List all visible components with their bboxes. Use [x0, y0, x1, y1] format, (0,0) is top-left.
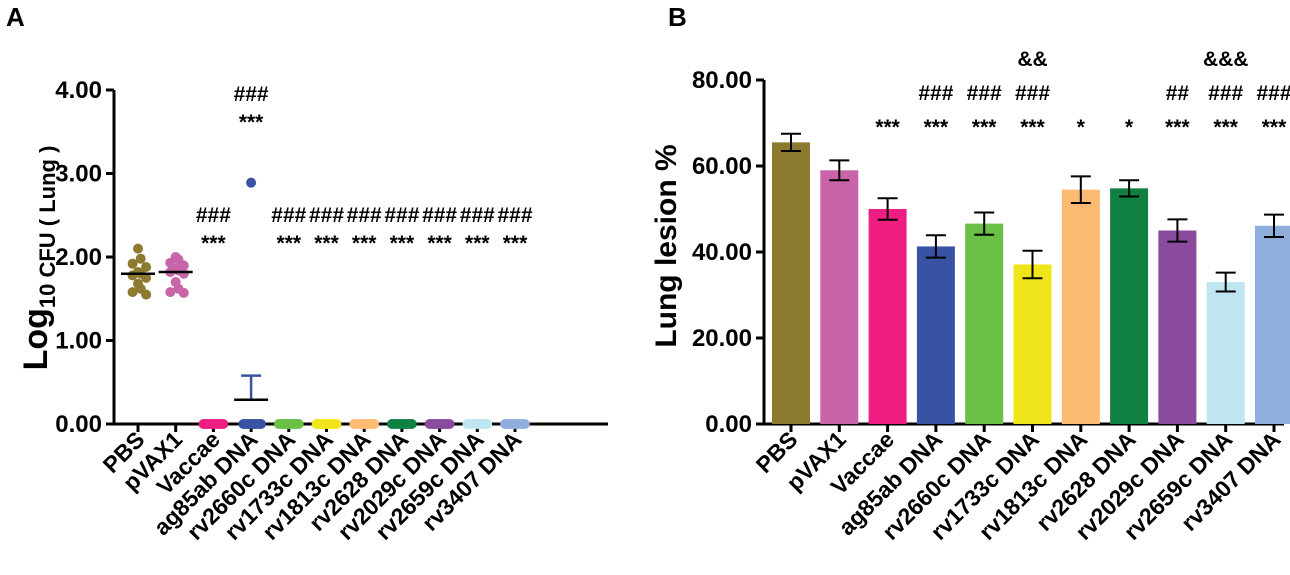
panel-a-significance-label: ###	[384, 204, 419, 227]
panel-b-lung-lesion-chart: B Lung lesion % 0.00 20.00 40.00 60.00 80.00…	[650, 2, 1290, 545]
panel-a-significance-label: ###	[497, 204, 532, 227]
panel-b-significance-label: ***	[924, 116, 949, 139]
panel-b-y-tick-label: 20.00	[692, 325, 752, 352]
panel-a-data-point	[178, 287, 189, 298]
panel-a-significance-label: ###	[422, 204, 457, 227]
panel-b-significance-label: ***	[875, 116, 900, 139]
panel-b-bar	[868, 209, 907, 424]
panel-b-significance-label: &&	[1017, 48, 1047, 71]
panel-a-significance-label: ***	[314, 232, 339, 255]
panel-b-y-tick-label: 0.00	[705, 411, 752, 438]
panel-b-bar	[820, 170, 859, 424]
panel-a-y-axis-label-sub: 10 CFU ( Lung )	[35, 146, 60, 309]
panel-a-y-tick-label: 3.00	[55, 161, 102, 188]
panel-a-significance-label: ***	[390, 232, 415, 255]
panel-a-data-point	[256, 419, 266, 429]
panel-a-data-point	[135, 253, 146, 264]
panel-a-significance-label: ###	[460, 204, 495, 227]
panel-a-data-point	[141, 272, 152, 283]
panel-a-data-point	[178, 268, 189, 279]
panel-b-y-tick-label: 40.00	[692, 239, 752, 266]
panel-a-data-point	[246, 177, 257, 188]
panel-b-y-tick-label: 60.00	[692, 153, 752, 180]
panel-b-significance-label: *	[1077, 116, 1086, 139]
panel-a-y-tick-label: 1.00	[55, 328, 102, 355]
panel-a-significance-label: ###	[196, 204, 231, 227]
panel-a-significance-label: ###	[271, 204, 306, 227]
panel-b-y-tick-label: 80.00	[692, 67, 752, 94]
panel-b-bar	[965, 223, 1004, 424]
panel-b-bar	[1158, 230, 1197, 424]
panel-b-bar	[1061, 189, 1100, 424]
panel-b-significance-label: ###	[918, 82, 953, 105]
panel-a-significance-label: ***	[427, 232, 452, 255]
panel-a-data-point	[141, 289, 152, 300]
panel-b-significance-annotations: ***###***###***&&###*** * *##***&&&###***#…	[875, 48, 1290, 139]
panel-a-data-point	[127, 258, 138, 269]
panel-a-y-axis-label-main: Log	[17, 308, 55, 370]
panel-a-data-point	[127, 270, 138, 281]
panel-b-significance-label: ###	[967, 82, 1002, 105]
panel-b-bar	[1110, 188, 1149, 424]
panel-a-data-point	[127, 287, 138, 298]
panel-b-significance-label: ***	[1262, 116, 1287, 139]
panel-b-bar	[772, 142, 810, 424]
panel-a-data-point	[141, 262, 152, 273]
panel-b-significance-label: ###	[1256, 82, 1290, 105]
panel-b-bar	[1206, 282, 1245, 424]
panel-b-significance-label: ***	[1165, 116, 1190, 139]
panel-a-y-tick-label: 4.00	[55, 77, 102, 104]
panel-a-significance-annotations: ### *** ### *** ### *** ### *** ### *** ### *** ### *…	[196, 83, 533, 255]
panel-a-data-points	[121, 177, 530, 429]
panel-a-significance-label: ###	[234, 83, 269, 106]
panel-a-significance-label: ***	[201, 232, 226, 255]
panel-a-significance-label: ***	[239, 111, 264, 134]
panel-a-significance-label: ***	[352, 232, 377, 255]
panel-b-bar	[1013, 264, 1052, 424]
panel-a-data-point	[165, 287, 176, 298]
panel-b-significance-label: ***	[972, 116, 997, 139]
panel-a-significance-label: ***	[465, 232, 490, 255]
panel-b-significance-label: *	[1125, 116, 1134, 139]
panel-b-bar	[1255, 225, 1290, 424]
panel-b-y-axis-label: Lung lesion %	[650, 144, 683, 347]
panel-a-significance-label: ***	[277, 232, 302, 255]
panel-b-significance-label: ***	[1020, 116, 1045, 139]
panel-b-bars	[772, 132, 1290, 424]
panel-b-significance-label: ###	[1208, 82, 1243, 105]
panel-b-significance-label: ##	[1166, 82, 1190, 105]
panel-b-significance-label: ***	[1213, 116, 1238, 139]
panel-b-significance-label: ###	[1015, 82, 1050, 105]
panel-a-y-axis-label: Log10 CFU ( Lung )	[17, 146, 60, 371]
panel-b-bar	[916, 246, 955, 424]
panel-a-significance-label: ***	[503, 232, 528, 255]
panel-b-letter: B	[668, 2, 687, 32]
panel-a-letter: A	[6, 2, 25, 32]
panel-a-y-tick-label: 0.00	[55, 411, 102, 438]
panel-a-data-point	[133, 243, 143, 254]
panel-a-significance-label: ###	[309, 204, 344, 227]
panel-b-significance-label: &&&	[1203, 48, 1249, 71]
panel-a-significance-label: ###	[347, 204, 382, 227]
panel-a-y-tick-label: 2.00	[55, 244, 102, 271]
panel-a-log-cfu-chart: A Log10 CFU ( Lung ) 0.00 1.00 2.00 3.00 4.0…	[6, 2, 608, 545]
